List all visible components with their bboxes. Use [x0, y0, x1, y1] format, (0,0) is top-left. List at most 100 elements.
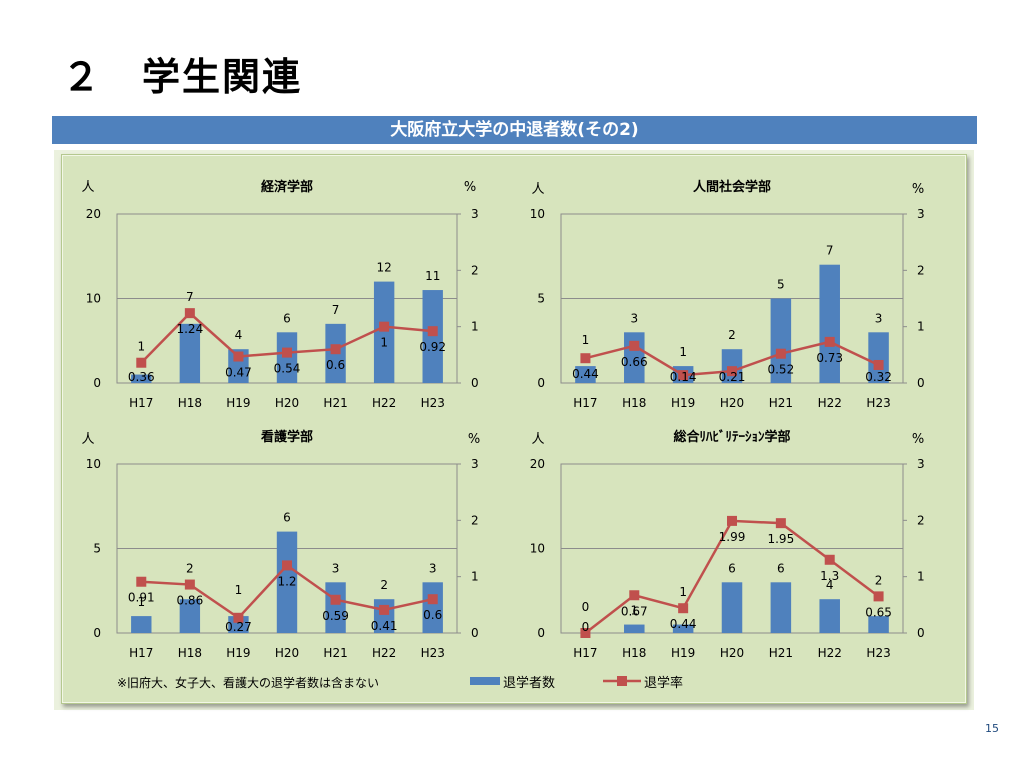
x-tick-label: H21	[769, 646, 793, 660]
rate-value-label: 1.3	[820, 569, 839, 583]
bar	[575, 366, 596, 383]
y2-tick-label: 2	[917, 263, 925, 277]
x-tick-label: H19	[671, 646, 695, 660]
footnote: ※旧府大、女子大、看護大の退学者数は含まない	[117, 675, 379, 690]
rate-value-label: 0.41	[371, 619, 398, 633]
rate-value-label: 0.32	[865, 370, 892, 384]
x-tick-label: H19	[226, 646, 250, 660]
y-axis-label: 人	[81, 180, 94, 195]
bar-value-label: 4	[235, 328, 243, 342]
bar-value-label: 1	[679, 585, 687, 599]
y-tick-label: 5	[537, 292, 545, 306]
x-tick-label: H20	[720, 646, 744, 660]
rate-value-label: 0.92	[419, 340, 446, 354]
y2-axis-label: %	[912, 432, 924, 447]
x-tick-label: H18	[622, 646, 646, 660]
y2-tick-label: 0	[917, 626, 925, 640]
page-number: 15	[985, 722, 999, 735]
y-tick-label: 10	[86, 292, 101, 306]
rate-marker	[184, 579, 195, 590]
bar	[721, 349, 743, 383]
y2-axis-label: %	[468, 432, 480, 447]
y-tick-label: 20	[530, 457, 545, 471]
bar-value-label: 11	[425, 269, 440, 283]
x-tick-label: H20	[275, 396, 299, 410]
x-tick-label: H18	[178, 396, 202, 410]
bar	[179, 323, 201, 383]
rate-value-label: 1.24	[176, 322, 203, 336]
rate-value-label: 0.66	[621, 355, 648, 369]
rate-value-label: 0.67	[621, 604, 648, 618]
rate-marker	[678, 370, 689, 381]
bar	[228, 349, 249, 383]
rate-value-label: 0.65	[865, 605, 892, 619]
bar-value-label: 3	[332, 561, 340, 575]
chart-title: 看護学部	[261, 429, 313, 445]
legend-bar-label: 退学者数	[503, 675, 555, 691]
rate-marker	[330, 594, 341, 605]
y-tick-label: 10	[530, 207, 545, 221]
rate-value-label: 1.95	[767, 532, 794, 546]
y2-tick-label: 0	[471, 626, 479, 640]
bar-value-label: 1	[235, 583, 243, 597]
rate-marker	[678, 603, 689, 614]
rate-value-label: 0.36	[128, 370, 155, 384]
bar	[819, 264, 840, 383]
rate-value-label: 0.47	[225, 366, 252, 380]
bar	[276, 531, 298, 633]
rate-value-label: 0.73	[816, 351, 843, 365]
rate-marker	[824, 554, 835, 565]
rate-marker	[136, 576, 147, 587]
rate-marker	[629, 340, 640, 351]
bar-value-label: 2	[380, 578, 388, 592]
rate-marker	[580, 628, 591, 638]
rate-value-label: 0.86	[176, 594, 203, 608]
x-tick-label: H23	[866, 646, 890, 660]
bar	[325, 582, 346, 633]
rate-marker	[233, 612, 244, 623]
rate-marker	[727, 515, 737, 526]
bar	[868, 332, 889, 383]
chart-title: 総合ﾘﾊﾋﾞﾘﾃｰｼｮﾝ学部	[673, 429, 790, 445]
x-tick-label: H17	[573, 646, 597, 660]
rate-value-label: 0.52	[767, 363, 794, 377]
bar	[131, 616, 152, 633]
y2-tick-label: 3	[917, 207, 925, 221]
y-tick-label: 0	[93, 626, 101, 640]
bar-value-label: 3	[429, 561, 437, 575]
bar-value-label: 3	[875, 311, 883, 325]
rate-marker	[184, 308, 195, 319]
bar-value-label: 1	[630, 604, 638, 618]
bar	[422, 290, 443, 383]
rate-value-label: 0.14	[670, 370, 697, 384]
y2-tick-label: 2	[471, 513, 479, 527]
y-axis-label: 人	[81, 432, 94, 447]
x-tick-label: H17	[573, 396, 597, 410]
rate-marker	[427, 594, 438, 605]
bar-value-label: 1	[137, 595, 145, 609]
y-tick-label: 20	[86, 207, 101, 221]
y-axis-label: 人	[531, 182, 544, 197]
bar	[131, 374, 152, 383]
bar	[819, 599, 840, 633]
y2-tick-label: 1	[917, 570, 925, 584]
rate-value-label: 0.27	[225, 620, 252, 634]
y-tick-label: 10	[86, 457, 101, 471]
bar	[276, 332, 298, 383]
bar	[721, 582, 743, 633]
bar-value-label: 2	[728, 328, 736, 342]
bar-value-label: 6	[283, 511, 291, 525]
chart-title: 経済学部	[261, 179, 313, 195]
y2-tick-label: 1	[471, 320, 479, 334]
rate-value-label: 0.91	[128, 591, 155, 605]
y2-tick-label: 0	[917, 376, 925, 390]
bar	[770, 298, 792, 383]
x-tick-label: H23	[866, 396, 890, 410]
y-tick-label: 0	[537, 376, 545, 390]
legend-line-label: 退学率	[644, 675, 683, 691]
y2-tick-label: 0	[471, 376, 479, 390]
section-banner: 大阪府立大学の中退者数(その2)	[52, 116, 977, 144]
y-tick-label: 10	[530, 542, 545, 556]
y2-tick-label: 3	[471, 457, 479, 471]
